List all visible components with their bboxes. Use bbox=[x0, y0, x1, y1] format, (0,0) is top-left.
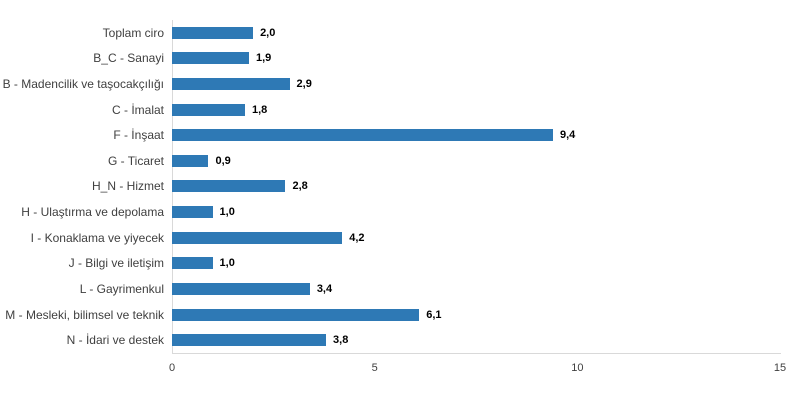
bar bbox=[172, 334, 327, 347]
bar-track: 2,0 bbox=[172, 20, 780, 46]
value-label: 2,9 bbox=[296, 78, 312, 91]
bar-track: 1,0 bbox=[172, 250, 780, 276]
value-label: 3,4 bbox=[316, 282, 333, 295]
bar-track: 3,4 bbox=[172, 276, 780, 302]
bar-row: I - Konaklama ve yiyecek 4,2 bbox=[0, 225, 796, 251]
bar-track: 4,2 bbox=[172, 225, 780, 251]
category-label: I - Konaklama ve yiyecek bbox=[30, 230, 164, 245]
bar-row: H_N - Hizmet 2,8 bbox=[0, 174, 796, 200]
category-label: J - Bilgi ve iletişim bbox=[68, 256, 164, 271]
bar bbox=[172, 282, 310, 295]
bar-row: G - Ticaret 0,9 bbox=[0, 148, 796, 174]
value-label: 1,0 bbox=[219, 257, 235, 270]
bar-track: 6,1 bbox=[172, 302, 780, 328]
bar-row: J - Bilgi ve iletişim 1,0 bbox=[0, 250, 796, 276]
category-label: G - Ticaret bbox=[107, 153, 164, 168]
value-label: 1,8 bbox=[251, 103, 268, 116]
bar bbox=[172, 206, 213, 219]
bar-track: 0,9 bbox=[172, 148, 780, 174]
bar-track: 1,8 bbox=[172, 97, 780, 123]
bar bbox=[172, 103, 245, 116]
value-label: 1,0 bbox=[219, 206, 235, 219]
bar-track: 9,4 bbox=[172, 122, 780, 148]
bar-row: F - İnşaat 9,4 bbox=[0, 122, 796, 148]
category-label: B - Madencilik ve taşocakçılığı bbox=[2, 77, 164, 92]
value-label: 3,8 bbox=[333, 334, 349, 347]
bar-row: B_C - Sanayi 1,9 bbox=[0, 46, 796, 72]
value-label: 4,2 bbox=[349, 231, 365, 244]
value-label: 0,9 bbox=[215, 154, 231, 167]
category-label: L - Gayrimenkul bbox=[79, 281, 164, 296]
bar bbox=[172, 78, 290, 91]
bar-row: B - Madencilik ve taşocakçılığı 2,9 bbox=[0, 71, 796, 97]
x-axis-line bbox=[172, 353, 781, 354]
value-label: 2,8 bbox=[292, 180, 308, 193]
bar-row: N - İdari ve destek 3,8 bbox=[0, 327, 796, 353]
bar-track: 2,9 bbox=[172, 71, 780, 97]
x-tick-label: 0 bbox=[168, 362, 176, 374]
bar-row: Toplam ciro 2,0 bbox=[0, 20, 796, 46]
value-label: 9,4 bbox=[560, 129, 576, 142]
category-label: F - İnşaat bbox=[113, 128, 164, 143]
bar-rows: Toplam ciro 2,0 B_C - Sanayi 1,9 B - Madenci… bbox=[0, 20, 796, 353]
bar-track: 3,8 bbox=[172, 327, 780, 353]
value-label: 6,1 bbox=[426, 308, 442, 321]
bar bbox=[172, 257, 213, 270]
category-label: M - Mesleki, bilimsel ve teknik bbox=[5, 307, 164, 322]
x-tick-label: 10 bbox=[571, 362, 584, 374]
x-tick-label: 5 bbox=[371, 362, 378, 374]
category-label: H_N - Hizmet bbox=[91, 179, 164, 194]
value-label: 2,0 bbox=[260, 26, 276, 39]
x-axis-ticks: 0 5 10 15 bbox=[0, 362, 796, 378]
bar bbox=[172, 308, 420, 321]
bar-track: 1,9 bbox=[172, 46, 780, 72]
bar bbox=[172, 129, 553, 142]
bar-row: C - İmalat 1,8 bbox=[0, 97, 796, 123]
category-label: N - İdari ve destek bbox=[66, 333, 164, 348]
bar bbox=[172, 231, 343, 244]
bar bbox=[172, 180, 286, 193]
bar bbox=[172, 26, 254, 39]
x-tick-label: 15 bbox=[773, 362, 787, 374]
bar bbox=[172, 52, 249, 65]
bar-row: M - Mesleki, bilimsel ve teknik 6,1 bbox=[0, 302, 796, 328]
category-label: H - Ulaştırma ve depolama bbox=[21, 205, 164, 220]
category-label: B_C - Sanayi bbox=[93, 51, 164, 66]
bar-track: 1,0 bbox=[172, 199, 780, 225]
bar-track: 2,8 bbox=[172, 174, 780, 200]
bar-row: H - Ulaştırma ve depolama 1,0 bbox=[0, 199, 796, 225]
bar-row: L - Gayrimenkul 3,4 bbox=[0, 276, 796, 302]
category-label: Toplam ciro bbox=[102, 25, 164, 40]
bar bbox=[172, 154, 209, 167]
value-label: 1,9 bbox=[256, 52, 272, 65]
category-label: C - İmalat bbox=[111, 102, 164, 117]
